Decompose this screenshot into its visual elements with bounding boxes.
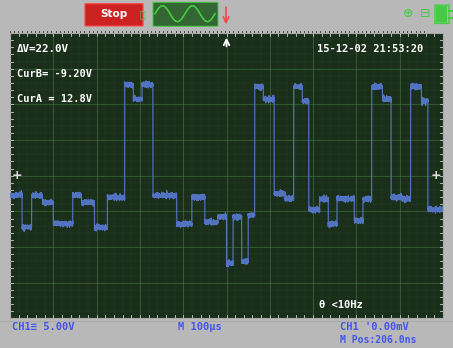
Text: ΔV=22.0V: ΔV=22.0V — [17, 44, 69, 54]
Text: CH1≡ 5.00V: CH1≡ 5.00V — [12, 322, 74, 332]
Text: CurB= -9.20V: CurB= -9.20V — [17, 69, 92, 79]
Text: 15-12-02 21:53:20: 15-12-02 21:53:20 — [317, 44, 423, 54]
Text: ⊟: ⊟ — [420, 7, 430, 20]
FancyBboxPatch shape — [85, 4, 143, 26]
Text: M 100µs: M 100µs — [178, 322, 222, 332]
Text: +: + — [12, 169, 22, 182]
FancyBboxPatch shape — [436, 6, 447, 23]
Text: CurA = 12.8V: CurA = 12.8V — [17, 94, 92, 104]
Text: CH1 '0.00mV: CH1 '0.00mV — [340, 322, 409, 332]
Text: 🍃: 🍃 — [139, 9, 145, 19]
Text: ⊕: ⊕ — [403, 7, 413, 20]
Text: +: + — [431, 169, 441, 182]
FancyBboxPatch shape — [153, 2, 218, 26]
Text: Stop: Stop — [101, 9, 128, 19]
Text: θ <10Hz: θ <10Hz — [319, 300, 363, 310]
Text: M Pos:206.0ns: M Pos:206.0ns — [340, 335, 416, 345]
